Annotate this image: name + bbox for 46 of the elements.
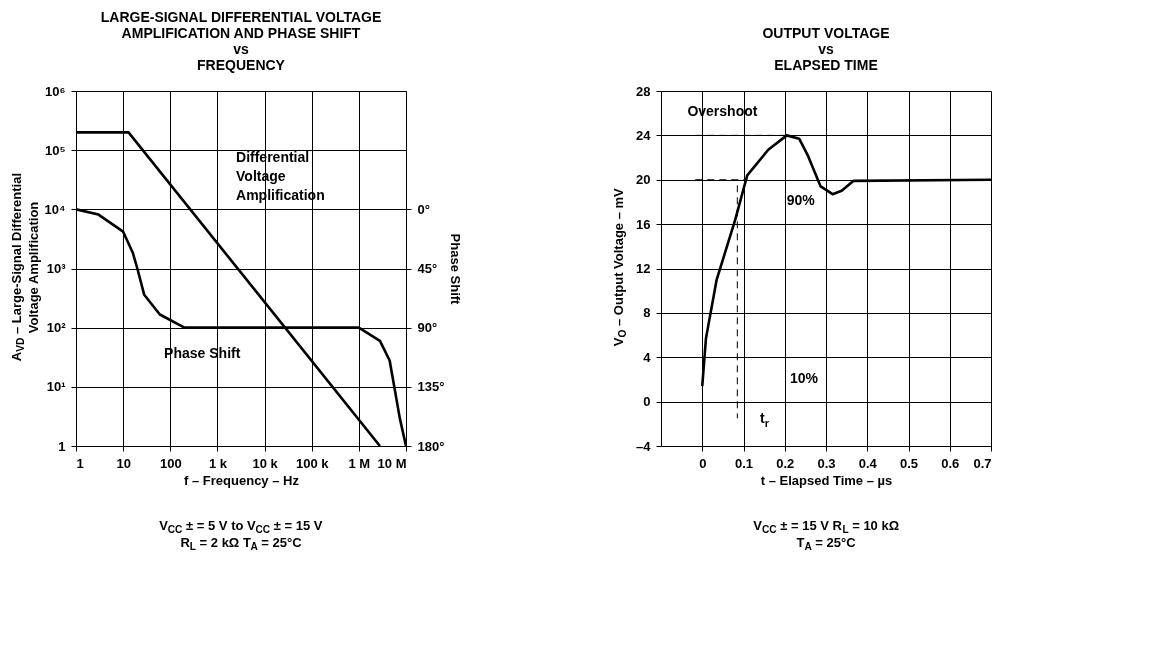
y2-tick-label: 180° (417, 438, 445, 454)
x-tick-label: 0.3 (817, 455, 836, 471)
x-tick-label: 0.6 (941, 455, 960, 471)
y-tick-label: 10⁶ (45, 83, 66, 99)
x-tick-label: 0 (699, 455, 707, 471)
x-tick-label: 0.1 (734, 455, 754, 471)
x-tick-label: 0.5 (899, 455, 919, 471)
x-tick-label: 10 k (252, 455, 279, 471)
y-tick-label: 0 (643, 394, 651, 410)
y-tick-label: 10¹ (46, 379, 66, 395)
chart-title: LARGE-SIGNAL DIFFERENTIAL VOLTAGE AMPLIFICATION AND PHASE SHIFT vs FREQUENCY (100, 9, 382, 73)
x-tick-label: 0.4 (858, 455, 878, 471)
y-tick-label: –4 (636, 438, 652, 454)
y-tick-label: 10⁵ (44, 142, 66, 158)
annotation: 90% (786, 192, 816, 209)
x-tick-label: 10 M (377, 455, 407, 471)
y-tick-label: 24 (636, 127, 652, 143)
y-tick-label: 1 (58, 438, 66, 454)
y-tick-label: 16 (636, 216, 651, 232)
y2-tick-label: 90° (417, 320, 438, 336)
x-tick-label: 1 M (348, 455, 371, 471)
y-axis-title: AVD – Large-Signal Differential Voltage Amplification (9, 172, 41, 362)
y-axis-title: VO – Output Voltage – mV (611, 187, 628, 347)
x-tick-label: 0.2 (776, 455, 795, 471)
x-axis-title: f – Frequency – Hz (184, 472, 300, 488)
y-tick-label: 4 (643, 349, 652, 365)
y-tick-label: 28 (636, 83, 651, 99)
x-tick-label: 10 (116, 455, 131, 471)
x-tick-label: 100 k (295, 455, 330, 471)
y2-tick-label: 45° (417, 261, 438, 276)
y-tick-label: 10⁴ (44, 201, 66, 217)
x-tick-label: 1 k (208, 455, 228, 471)
annotation: 10% (790, 369, 819, 386)
y-tick-label: 20 (636, 172, 651, 188)
y-tick-label: 12 (636, 261, 651, 276)
x-tick-label: 1 (76, 455, 84, 471)
chart-title: OUTPUT VOLTAGE vs ELAPSED TIME (762, 25, 890, 73)
x-axis-title: t – Elapsed Time – µs (760, 472, 893, 488)
x-tick-label: 0.7 (973, 455, 992, 471)
y2-axis-title: Phase Shift (448, 233, 464, 306)
y2-tick-label: 0° (417, 201, 430, 217)
y-tick-label: 10³ (46, 261, 67, 276)
x-tick-label: 100 (159, 455, 182, 471)
y-tick-label: 8 (643, 305, 651, 321)
y-tick-label: 10² (46, 320, 67, 336)
y2-tick-label: 135° (417, 379, 445, 395)
